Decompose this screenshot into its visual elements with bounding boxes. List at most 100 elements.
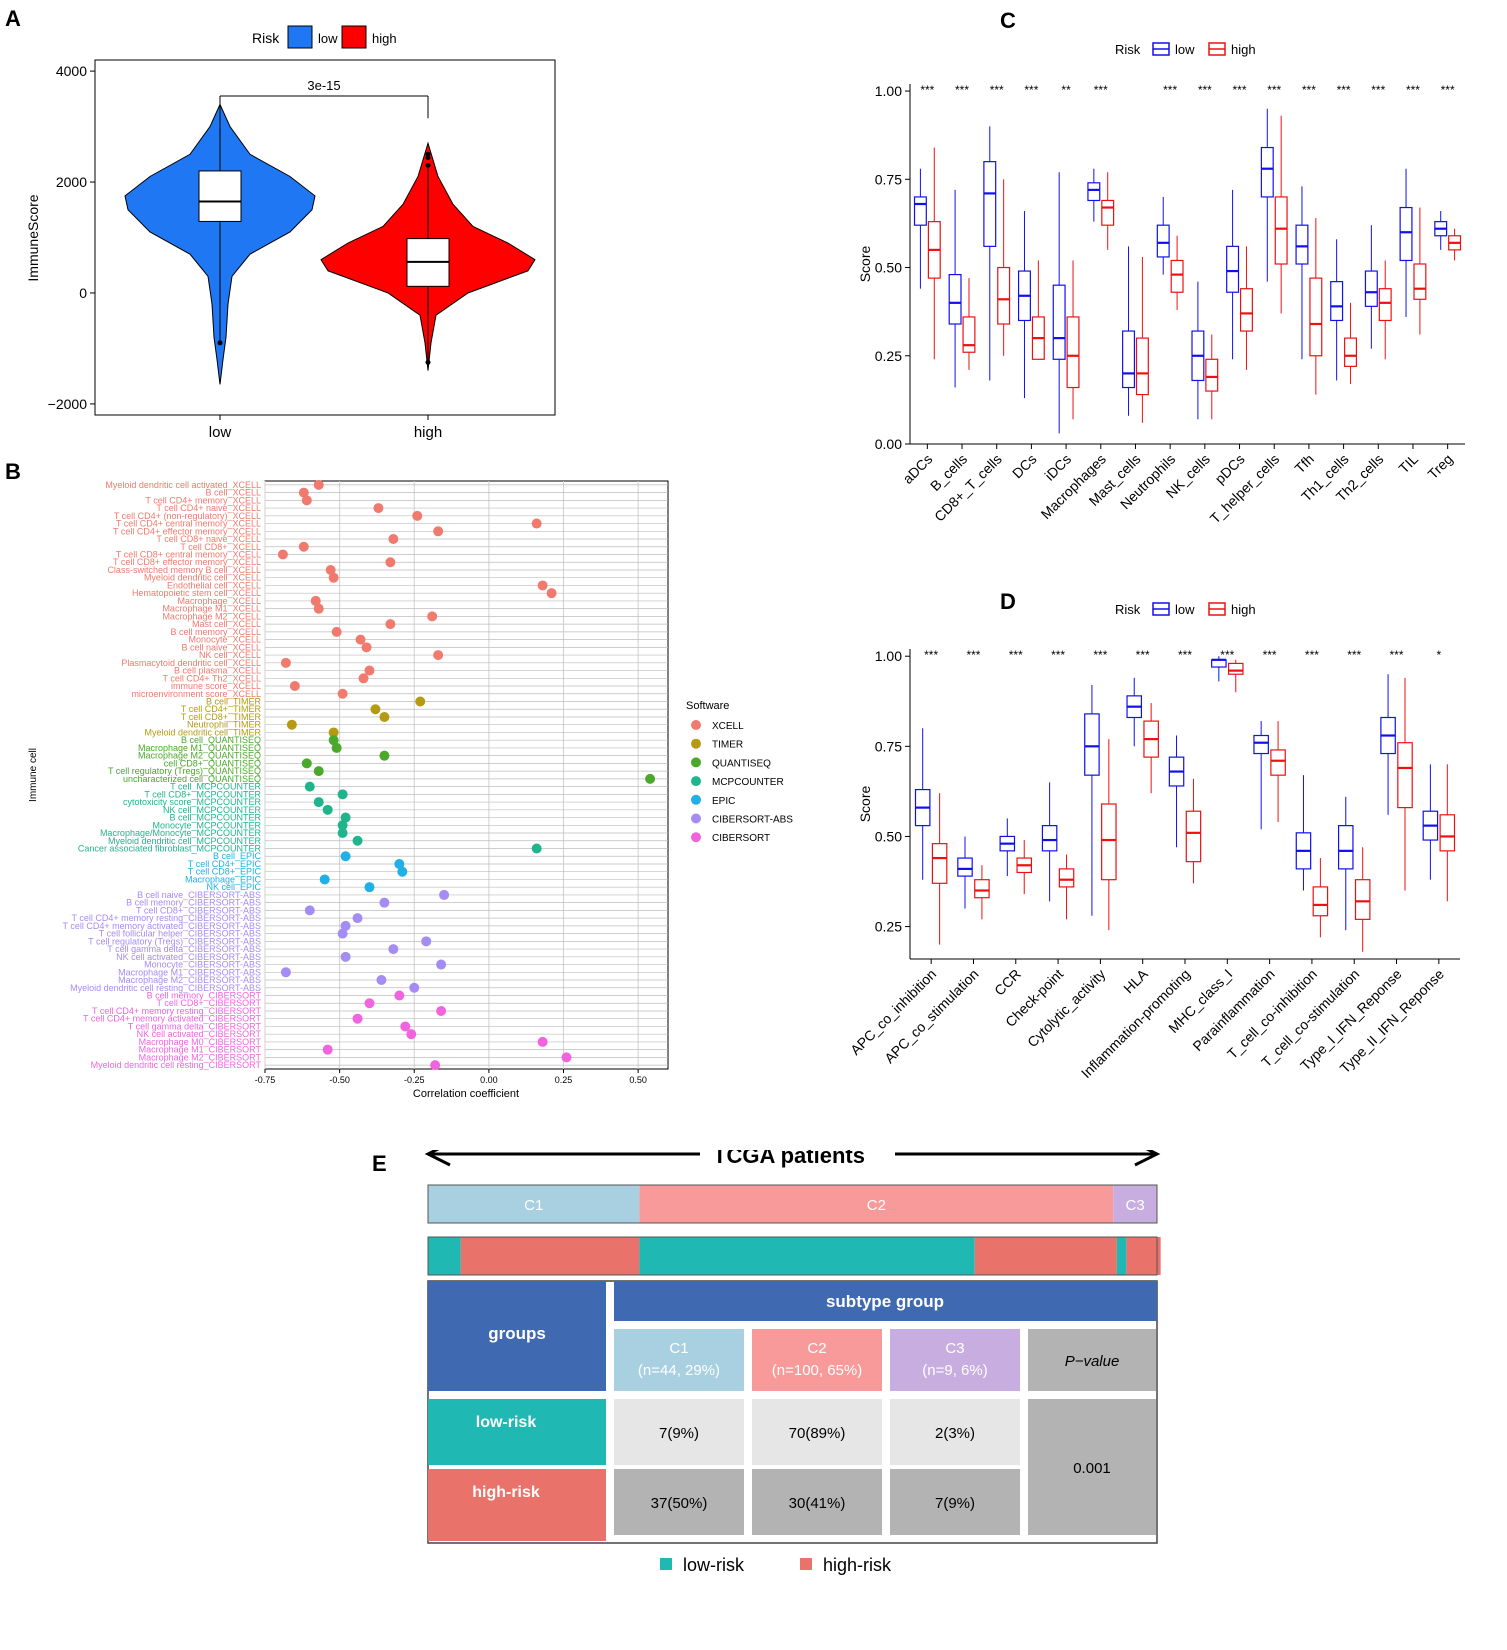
- correlation-point: [289, 681, 300, 692]
- correlation-point: [304, 781, 315, 792]
- legend-label: EPIC: [712, 796, 735, 807]
- immune-cell-label: T cell CD8+_XCELL: [180, 542, 261, 552]
- correlation-point: [406, 1029, 417, 1040]
- panel-e-subtype-table: E TCGA patients C1 C2 C3 groups subtype group C…: [372, 1150, 1161, 1575]
- correlation-point: [319, 874, 330, 885]
- y-tick-label: 4000: [56, 63, 87, 79]
- y-tick-label: 0.75: [875, 738, 902, 754]
- box-high: [1312, 886, 1329, 917]
- legend-swatch-low: [287, 25, 313, 49]
- box-low: [1122, 330, 1136, 389]
- significance-label: ***: [1178, 648, 1192, 662]
- correlation-point: [400, 1021, 411, 1032]
- correlation-point: [313, 797, 324, 808]
- correlation-point: [280, 967, 291, 978]
- x-axis-title: Correlation coefficient: [413, 1088, 519, 1100]
- correlation-point: [376, 975, 387, 986]
- significance-label: ***: [1051, 648, 1065, 662]
- box-low: [1052, 284, 1066, 360]
- plot-frame: [94, 59, 556, 416]
- correlation-point: [355, 634, 366, 645]
- immune-cell-label: T cell CD4+ memory activated_CIBERSORT-A…: [63, 921, 261, 931]
- immune-cell-label: T cell regulatory (Tregs)_CIBERSORT-ABS: [88, 936, 261, 946]
- legend-swatch-high-risk: [800, 1558, 812, 1570]
- box-high: [1205, 358, 1219, 392]
- column-header-name: C1: [669, 1340, 688, 1357]
- correlation-point: [546, 588, 557, 599]
- correlation-point: [388, 944, 399, 955]
- pvalue-cell: [1028, 1399, 1156, 1535]
- significance-label: **: [1061, 83, 1071, 97]
- panel-label-a: A: [5, 6, 21, 31]
- box-high: [997, 266, 1011, 325]
- legend-swatch: [691, 720, 701, 730]
- arrow-right-icon: [1134, 1150, 1161, 1167]
- significance-label: ***: [1305, 648, 1319, 662]
- table-title: TCGA patients: [713, 1150, 865, 1168]
- immune-cell-label: B cell plasma_XCELL: [174, 666, 261, 676]
- correlation-point: [433, 526, 444, 537]
- y-tick-label: 0.50: [875, 260, 902, 276]
- correlation-point: [379, 750, 390, 761]
- immune-cell-label: T cell CD4+ effector memory_XCELL: [113, 526, 261, 536]
- immune-cell-label: T cell regulatory (Tregs)_QUANTISEQ: [108, 766, 261, 776]
- x-tick-label: low: [209, 424, 232, 441]
- y-tick-label: 0.25: [875, 348, 902, 364]
- correlation-point: [337, 688, 348, 699]
- pvalue-header-cell: [1028, 1329, 1156, 1391]
- immune-cell-label: Macrophage M1_CIBERSORT: [139, 1045, 262, 1055]
- x-tick-label: 0.00: [480, 1075, 498, 1085]
- correlation-point: [436, 959, 447, 970]
- correlation-point: [337, 820, 348, 831]
- significance-label: ***: [1302, 83, 1316, 97]
- significance-label: ***: [1267, 83, 1281, 97]
- risk-strip-segment: [1116, 1237, 1127, 1275]
- legend-label: QUANTISEQ: [712, 758, 771, 769]
- correlation-point: [352, 835, 363, 846]
- immune-cell-label: cytotoxicity score_MCPCOUNTER: [123, 797, 262, 807]
- subtype-bar-C2: [639, 1185, 1114, 1223]
- immune-cell-label: B cell_QUANTISEQ: [181, 735, 261, 745]
- box-low: [983, 161, 997, 247]
- correlation-point: [385, 557, 396, 568]
- immune-cell-label: Macrophage/Monocyte_MCPCOUNTER: [100, 828, 262, 838]
- legend-label-low-risk: low-risk: [683, 1555, 745, 1575]
- arrow-left-icon: [424, 1150, 451, 1167]
- box-low: [957, 857, 973, 877]
- outlier-point: [425, 151, 431, 157]
- legend-swatch: [691, 757, 701, 768]
- immune-cell-label: Myeloid dendritic cell_MCPCOUNTER: [108, 836, 262, 846]
- immune-cell-label: B cell memory_CIBERSORT-ABS: [126, 898, 261, 908]
- subtype-bar-frame: [427, 1184, 1158, 1224]
- immune-cell-label: NK cell activated_CIBERSORT: [137, 1029, 262, 1039]
- box-high: [1439, 814, 1456, 852]
- correlation-point: [352, 913, 363, 924]
- box-high: [1101, 803, 1117, 881]
- box-low: [198, 170, 242, 222]
- x-tick-label: Tfh: [1291, 451, 1317, 477]
- immune-cell-label: Neutrophil_TIMER: [187, 720, 262, 730]
- y-tick-label: 0.50: [875, 828, 902, 844]
- legend-swatch-low-risk: [660, 1558, 672, 1570]
- significance-label: ***: [1094, 83, 1108, 97]
- correlation-point: [364, 998, 375, 1009]
- correlation-point: [331, 742, 342, 753]
- legend-title: Risk: [252, 30, 280, 46]
- legend-title: Risk: [1115, 602, 1141, 617]
- row-header-cell: [428, 1469, 606, 1541]
- immune-cell-label: NK cell_XCELL: [199, 650, 261, 660]
- correlation-point: [388, 534, 399, 545]
- box-high: [1170, 259, 1184, 293]
- immune-cell-label: Myeloid dendritic cell_XCELL: [144, 573, 261, 583]
- immune-cell-label: Plasmacytoid dendritic cell_XCELL: [121, 658, 261, 668]
- immune-cell-label: Myeloid dendritic cell resting_CIBERSORT: [91, 1060, 262, 1070]
- risk-strip-frame: [427, 1236, 1158, 1276]
- immune-cell-label: B cell memory_XCELL: [170, 627, 261, 637]
- significance-label: ***: [1220, 648, 1234, 662]
- row-header-cell: [428, 1399, 606, 1465]
- correlation-point: [412, 510, 423, 521]
- risk-strip-segment: [460, 1237, 640, 1275]
- correlation-point: [328, 572, 339, 583]
- immune-cell-label: T cell gamma delta_CIBERSORT: [128, 1021, 262, 1031]
- box-high: [1066, 316, 1080, 389]
